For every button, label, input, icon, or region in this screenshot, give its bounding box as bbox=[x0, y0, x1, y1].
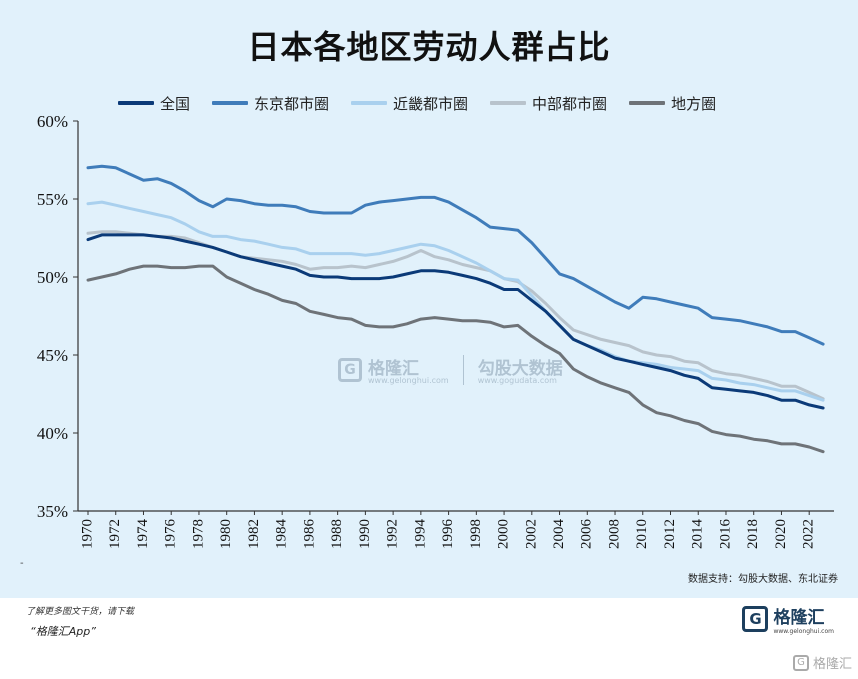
dash-mark: - bbox=[20, 558, 24, 569]
corner-logo-icon: G bbox=[792, 654, 809, 671]
y-tick-label: 55% bbox=[37, 190, 68, 209]
source-note: 数据支持：勾股大数据、东北证券 bbox=[688, 574, 838, 585]
legend-swatch bbox=[490, 101, 527, 105]
x-tick-label: 2022 bbox=[801, 519, 817, 549]
series-line-0 bbox=[86, 233, 825, 410]
x-tick-label: 2010 bbox=[634, 519, 650, 549]
x-tick-label: 1974 bbox=[135, 519, 151, 550]
x-tick-label: 1984 bbox=[274, 519, 290, 550]
legend-entry-regional: 地方圈 bbox=[629, 93, 716, 114]
legend-swatch bbox=[118, 101, 154, 105]
promo-line-1: 了解更多图文干货，请下载 bbox=[26, 607, 135, 617]
x-tick-label: 1978 bbox=[190, 519, 206, 549]
watermark-brand-name: 格隆汇 bbox=[368, 359, 419, 379]
x-tick-label: 2020 bbox=[773, 519, 789, 549]
corner-brand-name: 格隆汇 bbox=[812, 657, 852, 672]
x-tick-label: 1990 bbox=[357, 519, 373, 549]
y-tick-label: 60% bbox=[37, 112, 68, 131]
brand-logo-icon: G bbox=[338, 357, 362, 382]
corner-watermark: G 格隆汇 bbox=[792, 653, 852, 672]
y-tick-label: 35% bbox=[37, 502, 68, 521]
watermark-divider bbox=[462, 354, 464, 385]
legend-label: 中部都市圈 bbox=[532, 94, 608, 113]
x-tick-label: 2018 bbox=[745, 519, 761, 549]
line-chart: 35% 40% 45% 50% 55% 60% 1970 1972 1974 1976 1978 19… bbox=[37, 112, 834, 550]
brand-name: 格隆汇 bbox=[773, 608, 825, 628]
legend-entry-national: 全国 bbox=[118, 93, 190, 114]
legend-label: 近畿都市圈 bbox=[393, 94, 469, 113]
x-tick-label: 1980 bbox=[218, 519, 234, 549]
legend-label: 东京都市圈 bbox=[254, 94, 330, 113]
series-line-1 bbox=[86, 164, 825, 346]
legend-swatch bbox=[212, 101, 249, 105]
x-tick-label: 1994 bbox=[412, 519, 428, 550]
watermark-brand: G 格隆汇 www.gelonghui.com bbox=[338, 354, 449, 385]
series-line-4 bbox=[86, 264, 825, 454]
series-line-2 bbox=[86, 200, 825, 402]
legend-swatch bbox=[351, 101, 388, 105]
y-tick-label: 50% bbox=[37, 268, 68, 287]
legend: 全国 东京都市圈 近畿都市圈 中部都市圈 地方圈 bbox=[118, 92, 716, 114]
watermark-gogu-name: 勾股大数据 bbox=[477, 359, 563, 379]
legend-label: 全国 bbox=[160, 94, 191, 113]
y-tick-label: 40% bbox=[37, 424, 68, 443]
x-tick-label: 1998 bbox=[468, 519, 484, 549]
x-tick-label: 1982 bbox=[246, 519, 262, 549]
chart-panel bbox=[0, 0, 858, 598]
brand-url: www.gelonghui.com bbox=[773, 628, 834, 635]
watermark-gogu-url: www.gogudata.com bbox=[477, 376, 557, 385]
y-tick-label: 45% bbox=[37, 346, 68, 365]
x-tick-label: 1992 bbox=[385, 519, 401, 549]
x-tick-label: 1996 bbox=[440, 519, 456, 550]
chart-title: 日本各地区劳动人群占比 bbox=[247, 28, 611, 66]
x-tick-label: 2012 bbox=[662, 519, 678, 549]
x-tick-label: 2006 bbox=[579, 519, 595, 550]
x-tick-label: 2016 bbox=[717, 519, 733, 550]
x-tick-label: 2004 bbox=[551, 519, 567, 550]
x-tick-label: 1970 bbox=[79, 519, 95, 549]
x-tick-label: 2014 bbox=[690, 519, 706, 550]
legend-swatch bbox=[629, 101, 666, 105]
legend-entry-chubu: 中部都市圈 bbox=[490, 93, 607, 114]
legend-label: 地方圈 bbox=[671, 94, 717, 113]
x-tick-label: 1976 bbox=[163, 519, 179, 550]
x-tick-label: 2000 bbox=[496, 519, 512, 549]
x-tick-label: 2002 bbox=[523, 519, 539, 549]
brand-logo-icon: G bbox=[742, 606, 769, 632]
x-tick-label: 1988 bbox=[329, 519, 345, 549]
brand-mark: G 格隆汇 www.gelonghui.com bbox=[742, 603, 834, 635]
x-tick-label: 2008 bbox=[606, 519, 622, 549]
watermark-gogu: 勾股大数据 www.gogudata.com bbox=[478, 354, 563, 385]
watermark: G 格隆汇 www.gelonghui.com 勾股大数据 www.goguda… bbox=[338, 354, 563, 385]
legend-entry-kinki: 近畿都市圈 bbox=[351, 93, 468, 114]
x-tick-label: 1972 bbox=[107, 519, 123, 549]
watermark-brand-url: www.gelonghui.com bbox=[368, 376, 449, 385]
legend-entry-tokyo: 东京都市圈 bbox=[212, 93, 329, 114]
promo-line-2: “格隆汇App” bbox=[30, 625, 96, 638]
x-tick-label: 1986 bbox=[301, 519, 317, 550]
